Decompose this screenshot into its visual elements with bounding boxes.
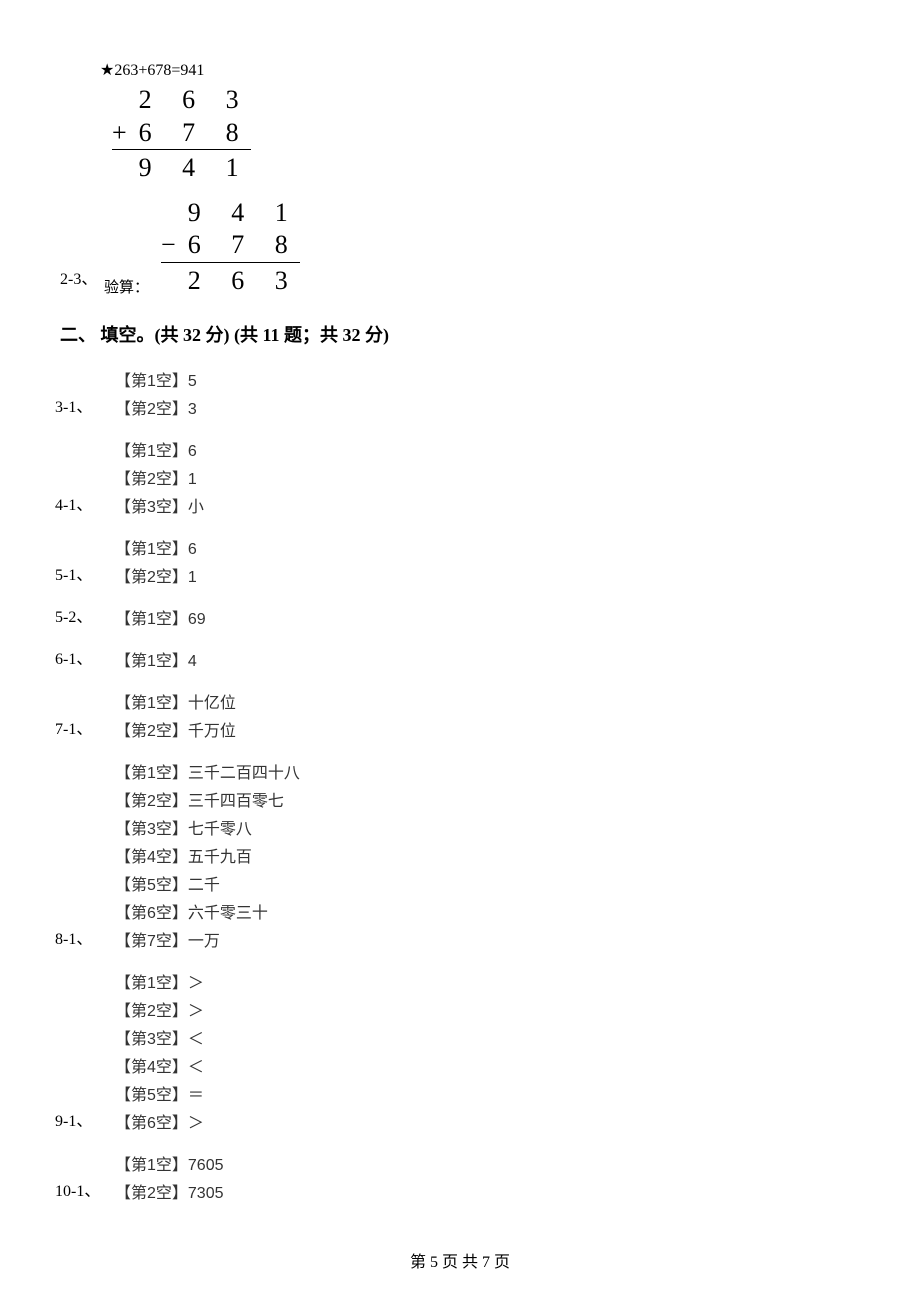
blank-line: 【第5空】＝ [115, 1081, 860, 1105]
blank-line: 【第2空】1 [115, 465, 860, 489]
group-label: 8-1、 [55, 925, 92, 949]
answer-group: 【第1空】三千二百四十八【第2空】三千四百零七【第3空】七千零八【第4空】五千九… [60, 759, 860, 951]
group-label: 5-1、 [55, 561, 92, 585]
group-label: 3-1、 [55, 393, 92, 417]
blank-line: 【第1空】＞ [115, 969, 860, 993]
blank-line: 【第2空】＞ [115, 997, 860, 1021]
vcalc-sub: 9 4 1 −6 7 8 2 6 3 [161, 197, 300, 298]
answer-group: 【第1空】5【第2空】33-1、 [60, 367, 860, 419]
answer-group: 【第1空】46-1、 [60, 647, 860, 671]
blank-line: 【第2空】7305 [115, 1179, 860, 1203]
blank-line: 【第6空】＞ [115, 1109, 860, 1133]
answer-group: 【第1空】十亿位【第2空】千万位7-1、 [60, 689, 860, 741]
blank-line: 【第5空】二千 [115, 871, 860, 895]
check-calc: 验算： 9 4 1 −6 7 8 2 6 3 [104, 197, 860, 298]
sub-result: 2 6 3 [161, 262, 300, 298]
answer-group: 【第1空】7605【第2空】730510-1、 [60, 1151, 860, 1203]
group-label: 4-1、 [55, 491, 92, 515]
group-label: 10-1、 [55, 1177, 100, 1201]
blank-line: 【第2空】千万位 [115, 717, 860, 741]
blank-line: 【第1空】5 [115, 367, 860, 391]
arith-title: ★263+678=941 [100, 60, 860, 80]
answer-group: 【第1空】6【第2空】15-1、 [60, 535, 860, 587]
section-2-heading: 二、 填空。(共 32 分) (共 11 题；共 32 分) [60, 321, 860, 347]
sub-row1: 9 4 1 [161, 197, 300, 230]
arithmetic-2-3: ★263+678=941 2 6 3 +6 7 8 9 4 1 验算： 9 4 … [100, 60, 860, 297]
blank-line: 【第3空】小 [115, 493, 860, 517]
block-2-3: 2-3、 ★263+678=941 2 6 3 +6 7 8 9 4 1 验算：… [60, 60, 860, 297]
blank-line: 【第4空】五千九百 [115, 843, 860, 867]
page-footer: 第 5 页 共 7 页 [0, 1248, 920, 1272]
blank-line: 【第7空】一万 [115, 927, 860, 951]
blank-line: 【第1空】6 [115, 437, 860, 461]
blank-line: 【第1空】4 [115, 647, 860, 671]
blank-line: 【第1空】7605 [115, 1151, 860, 1175]
blank-line: 【第3空】七千零八 [115, 815, 860, 839]
add-result: 9 4 1 [112, 149, 251, 185]
blank-line: 【第1空】69 [115, 605, 860, 629]
blank-line: 【第2空】1 [115, 563, 860, 587]
blank-line: 【第1空】十亿位 [115, 689, 860, 713]
label-2-3: 2-3、 [60, 265, 97, 289]
blank-line: 【第2空】三千四百零七 [115, 787, 860, 811]
blank-line: 【第1空】三千二百四十八 [115, 759, 860, 783]
blank-line: 【第6空】六千零三十 [115, 899, 860, 923]
blank-line: 【第1空】6 [115, 535, 860, 559]
sub-row2: −6 7 8 [161, 229, 300, 262]
group-label: 6-1、 [55, 645, 92, 669]
answer-group: 【第1空】6【第2空】1【第3空】小4-1、 [60, 437, 860, 517]
group-label: 9-1、 [55, 1107, 92, 1131]
add-row1: 2 6 3 [112, 84, 251, 117]
blank-line: 【第4空】＜ [115, 1053, 860, 1077]
answers-container: 【第1空】5【第2空】33-1、【第1空】6【第2空】1【第3空】小4-1、【第… [60, 367, 860, 1203]
group-label: 5-2、 [55, 603, 92, 627]
add-row2: +6 7 8 [112, 117, 251, 150]
blank-line: 【第3空】＜ [115, 1025, 860, 1049]
group-label: 7-1、 [55, 715, 92, 739]
addition-calc: 2 6 3 +6 7 8 9 4 1 [112, 84, 860, 185]
answer-group: 【第1空】695-2、 [60, 605, 860, 629]
blank-line: 【第2空】3 [115, 395, 860, 419]
vcalc-add: 2 6 3 +6 7 8 9 4 1 [112, 84, 251, 185]
check-label: 验算： [104, 280, 149, 296]
answer-group: 【第1空】＞【第2空】＞【第3空】＜【第4空】＜【第5空】＝【第6空】＞9-1、 [60, 969, 860, 1133]
